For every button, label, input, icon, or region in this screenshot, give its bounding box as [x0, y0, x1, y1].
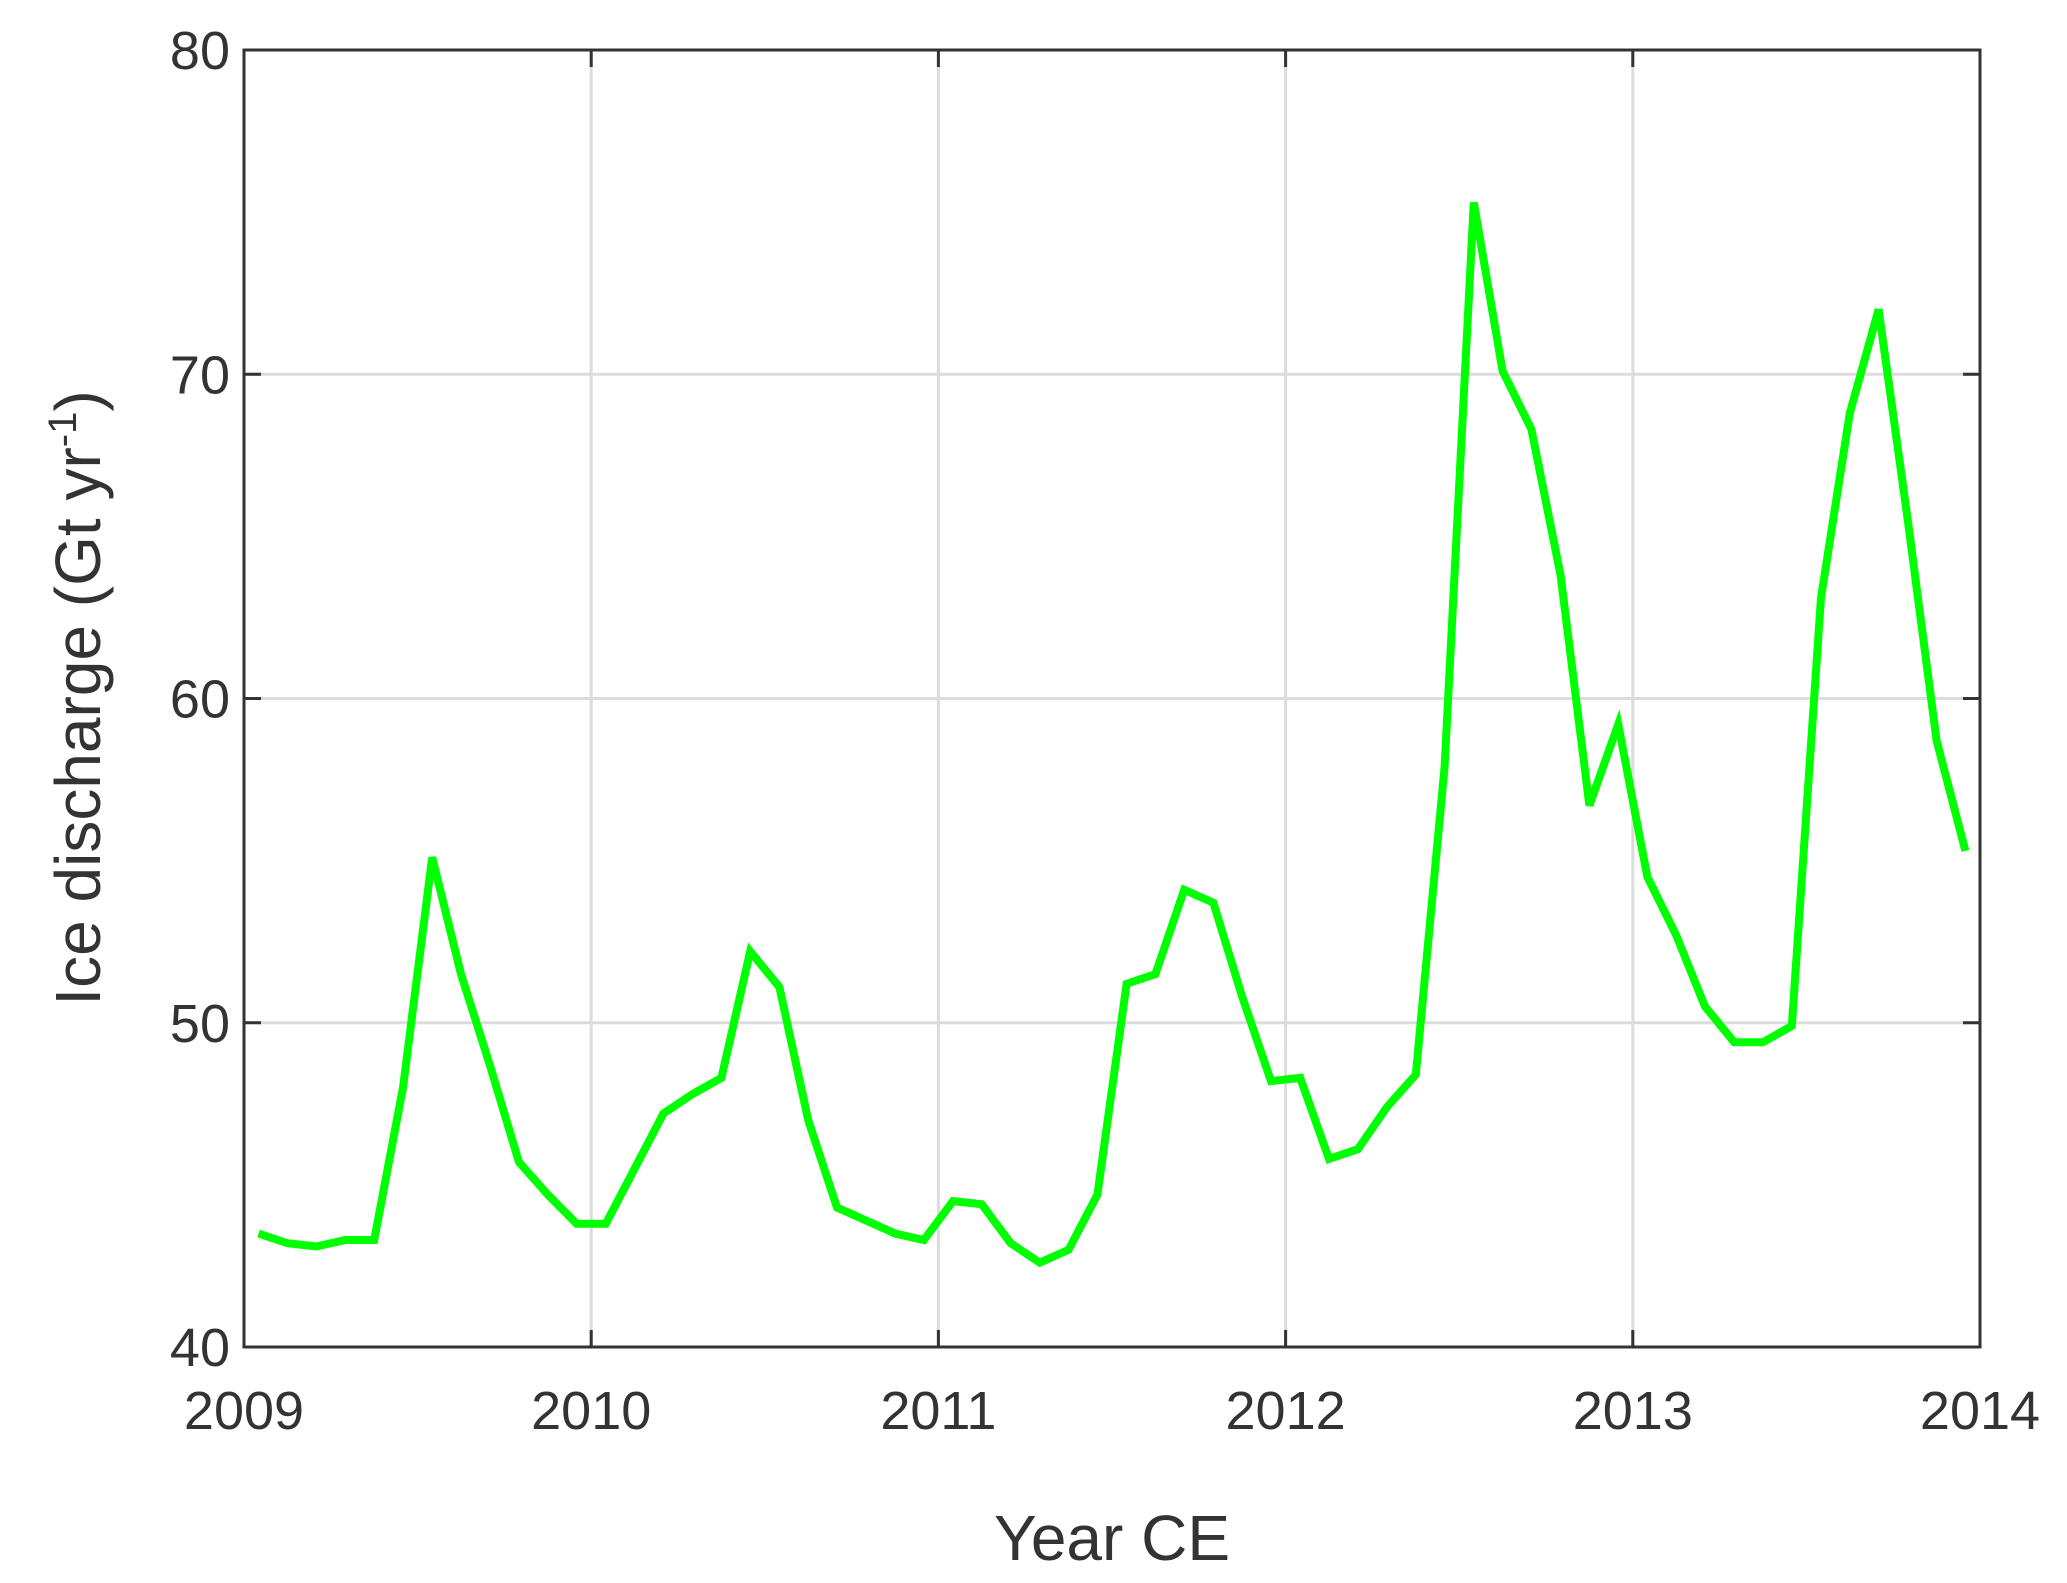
y-tick-label: 40 — [170, 1318, 230, 1378]
x-tick-label: 2010 — [531, 1381, 651, 1441]
x-axis-label: Year CE — [994, 1502, 1230, 1574]
y-axis-label-superscript: -1 — [41, 412, 85, 448]
y-tick-label: 80 — [170, 21, 230, 81]
x-tick-label: 2011 — [880, 1381, 996, 1441]
y-axis-label-suffix: ) — [42, 390, 114, 411]
y-tick-label: 60 — [170, 670, 230, 730]
y-tick-label: 70 — [170, 345, 230, 405]
x-tick-label: 2012 — [1226, 1381, 1346, 1441]
y-axis-label: Ice discharge (Gt yr-1) — [41, 390, 114, 1005]
y-tick-label: 50 — [170, 994, 230, 1054]
x-tick-label: 2014 — [1920, 1381, 2040, 1441]
plot-frame — [242, 48, 1982, 1349]
x-tick-label: 2013 — [1573, 1381, 1693, 1441]
data-line — [257, 201, 1970, 1268]
x-tick-label: 2009 — [184, 1381, 304, 1441]
y-axis-label-text: Ice discharge (Gt yr — [42, 447, 114, 1005]
